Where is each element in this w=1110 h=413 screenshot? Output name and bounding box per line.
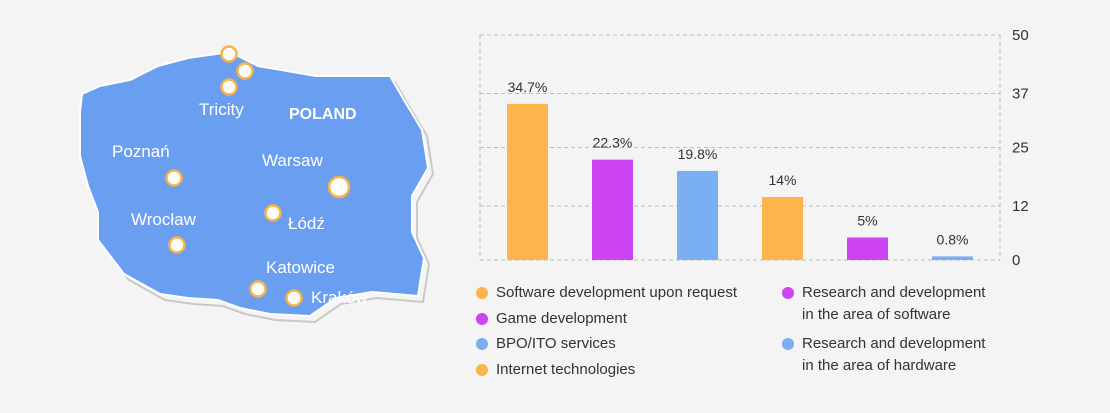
legend-column-1: Software development upon request Game d… [476, 282, 766, 384]
y-tick-label: 37 [1012, 86, 1029, 103]
city-marker-tricity-2 [236, 62, 254, 80]
legend-item: Game development [476, 308, 766, 334]
legend-dot [476, 338, 488, 350]
bar [507, 103, 548, 260]
city-label-warsaw: Warsaw [262, 151, 323, 170]
chart-legend: Software development upon request Game d… [476, 282, 1036, 392]
bar [847, 237, 888, 260]
city-marker-katowice [249, 280, 267, 298]
legend-item: Internet technologies [476, 359, 766, 385]
city-marker-warsaw [327, 175, 351, 199]
bar-layer [507, 103, 973, 260]
bar-data-label: 22.3% [593, 135, 633, 151]
grid-layer [479, 34, 1001, 261]
poland-map: POLAND Tricity Poznań Warsaw Wrocław Łód… [79, 45, 435, 324]
legend-dot [476, 363, 488, 376]
city-marker-lodz [264, 204, 282, 222]
city-label-lodz: Łódź [288, 214, 325, 233]
legend-label: Software development upon request [496, 284, 737, 301]
bar [592, 159, 633, 260]
country-land [79, 50, 430, 318]
map-country-label: POLAND [289, 106, 357, 123]
legend-item: Research and development in the area of … [782, 333, 1042, 378]
legend-label: BPO/ITO services [496, 335, 616, 352]
legend-dot [782, 287, 794, 299]
legend-dot [782, 338, 794, 350]
legend-item: BPO/ITO services [476, 333, 766, 359]
bar-data-label: 19.8% [678, 146, 718, 162]
bar [677, 170, 718, 260]
legend-item: Research and development in the area of … [782, 282, 1042, 327]
city-marker-tricity-3 [220, 78, 238, 96]
city-label-katowice: Katowice [266, 258, 335, 277]
city-marker-poznan [165, 169, 183, 187]
city-marker-tricity-1 [220, 45, 238, 63]
legend-column-2: Research and development in the area of … [782, 282, 1042, 384]
bar-data-label: 5% [857, 213, 877, 229]
y-tick-label: 50 [1012, 27, 1029, 44]
bar-data-label: 0.8% [937, 231, 969, 247]
city-label-krakow: Kraków [311, 288, 368, 307]
legend-item: Software development upon request [476, 282, 766, 308]
legend-label: Research and development in the area of … [802, 284, 986, 323]
bar-data-label: 14% [768, 172, 796, 188]
y-tick-label: 25 [1012, 140, 1029, 157]
label-layer: 0 12 25 37 50 34.7% 22.3% 19.8% 14% 5% 0.8% [508, 27, 1029, 269]
bar [932, 256, 973, 260]
legend-dot [476, 312, 488, 325]
city-marker-krakow [285, 289, 303, 307]
bar [762, 197, 803, 260]
bar-data-label: 34.7% [508, 79, 548, 95]
city-label-wroclaw: Wrocław [131, 210, 197, 229]
legend-label: Research and development in the area of … [802, 335, 986, 374]
legend-label: Game development [496, 309, 627, 327]
legend-dot [476, 287, 488, 299]
bar-chart: 0 12 25 37 50 34.7% 22.3% 19.8% 14% 5% 0.8% [479, 27, 1029, 269]
y-tick-label: 0 [1012, 252, 1020, 269]
city-marker-wroclaw [168, 236, 186, 254]
city-label-tricity: Tricity [199, 100, 244, 119]
city-label-poznan: Poznań [112, 142, 170, 161]
y-tick-label: 12 [1012, 198, 1029, 215]
legend-label: Internet technologies [496, 360, 636, 378]
